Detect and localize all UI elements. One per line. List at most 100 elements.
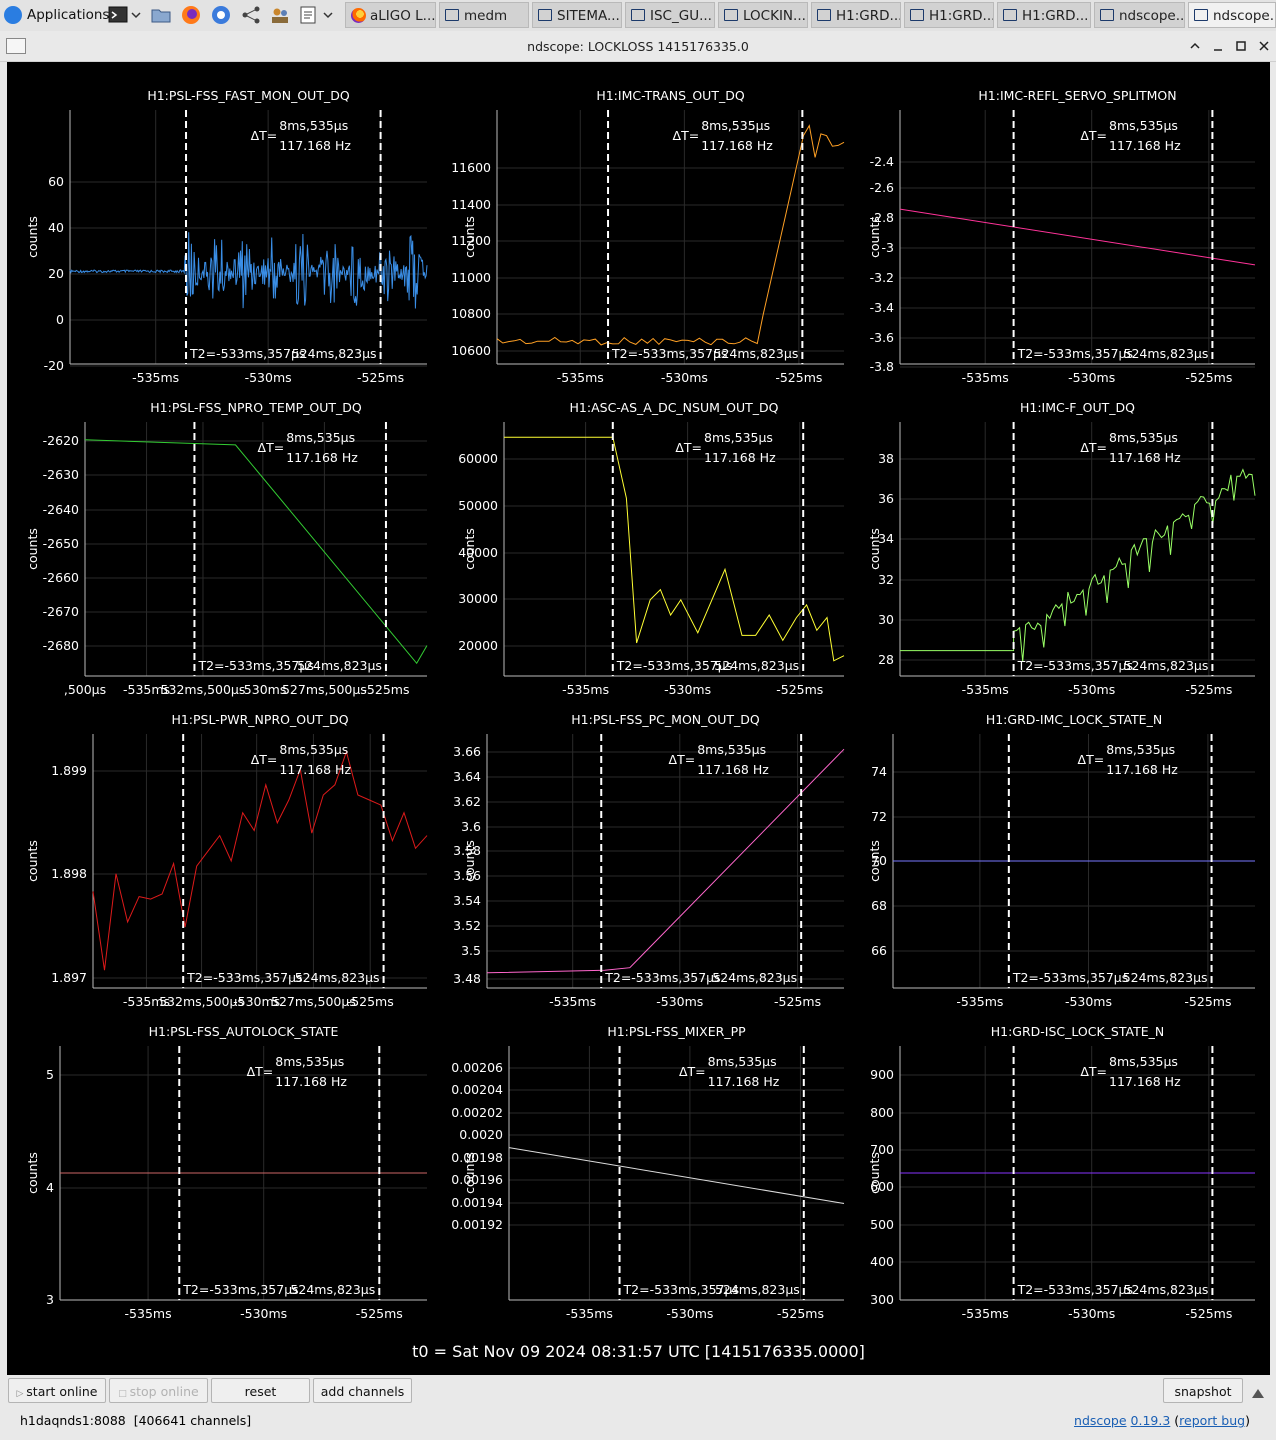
chevron-down-icon[interactable] (130, 5, 142, 25)
task-item[interactable]: H1:GRD... (997, 2, 1091, 28)
share-icon[interactable] (241, 5, 261, 25)
monitor-icon (724, 9, 738, 21)
start-online-button[interactable]: ▷ start online (8, 1378, 106, 1403)
task-item[interactable]: aLIGO L... (345, 2, 436, 28)
y-tick-label: 4 (46, 1180, 54, 1195)
x-tick-label: -525ms (777, 1306, 824, 1321)
plot-area[interactable]: H1:PSL-FSS_FAST_MON_OUT_DQ counts 60 40 20 0 -… (7, 62, 1270, 1375)
y-tick-label: -3.8 (870, 359, 894, 374)
x-tick-label: -535ms (962, 682, 1009, 697)
x-tick-label: -525ms (1185, 1306, 1232, 1321)
x-tick-label: 527ms,500μs (271, 994, 356, 1009)
task-item[interactable]: SITEMA... (532, 2, 622, 28)
y-tick-label: 50000 (458, 498, 498, 513)
x-tick-label: -530ms (240, 1306, 287, 1321)
window-icon (1194, 9, 1208, 21)
ndscope-link[interactable]: ndscope (1074, 1413, 1127, 1428)
report-bug-link[interactable]: report bug (1179, 1413, 1245, 1428)
stop-online-button[interactable]: □ stop online (109, 1378, 208, 1403)
x-tick-label: -535ms (566, 1306, 613, 1321)
folder-icon[interactable] (151, 5, 171, 25)
t2-label: T2=-533ms,357μs (611, 346, 727, 361)
task-item[interactable]: LOCKIN... (718, 2, 808, 28)
status-bar: h1daqnds1:8088 [406641 channels] ndscope… (0, 1406, 1276, 1440)
close-icon[interactable] (1255, 37, 1273, 55)
applications-menu[interactable]: Applications (4, 3, 109, 27)
x-tick-label: -525ms (347, 994, 394, 1009)
y-tick-label: 10600 (451, 343, 491, 358)
task-item[interactable]: H1:GRD... (811, 2, 901, 28)
trace-line (900, 209, 1255, 265)
window-icon (1100, 9, 1114, 21)
task-item[interactable]: H1:GRD... (904, 2, 994, 28)
plot-title: H1:PSL-PWR_NPRO_OUT_DQ (171, 712, 348, 727)
plot-title: H1:ASC-AS_A_DC_NSUM_OUT_DQ (570, 400, 779, 415)
y-tick-label: -3.6 (870, 330, 894, 345)
maximize-icon[interactable] (1232, 37, 1250, 55)
x-tick-label: -530ms (239, 682, 286, 697)
plot-title: H1:PSL-FSS_FAST_MON_OUT_DQ (147, 88, 350, 103)
y-tick-label: 300 (870, 1292, 894, 1307)
y-tick-label: 30 (878, 612, 894, 627)
trace-line (70, 232, 427, 308)
t2-offset-label: 524ms,823μs (297, 658, 382, 673)
task-item[interactable]: ndscope... (1094, 2, 1185, 28)
t2-label: T2=-533ms,357μs (186, 970, 302, 985)
y-tick-label: 70 (871, 853, 887, 868)
delta-t-frequency: 117.168 Hz (704, 450, 776, 465)
snapshot-button[interactable]: snapshot (1163, 1378, 1243, 1403)
task-item-active[interactable]: ndscope... (1188, 2, 1276, 28)
y-tick-label: 3.62 (453, 794, 481, 809)
users-icon[interactable] (270, 5, 290, 25)
t2-offset-label: 524ms,823μs (714, 346, 799, 361)
t2-offset-label: 524ms,823μs (715, 1282, 800, 1297)
delta-t-frequency: 117.168 Hz (1109, 138, 1181, 153)
reset-button[interactable]: reset (211, 1378, 310, 1403)
y-tick-label: 500 (870, 1217, 894, 1232)
trace-line (497, 126, 844, 345)
x-tick-label: -525ms (776, 682, 823, 697)
chevron-down-icon[interactable] (322, 5, 334, 25)
add-channels-button[interactable]: add channels (313, 1378, 412, 1403)
stop-online-label: stop online (130, 1384, 199, 1399)
t2-offset-label: 524ms,823μs (295, 970, 380, 985)
firefox-icon[interactable] (181, 5, 201, 25)
triangle-up-icon[interactable] (1251, 1384, 1265, 1403)
y-axis-label: counts (25, 528, 40, 570)
version-link[interactable]: 0.19.3 (1131, 1413, 1171, 1428)
y-tick-label: -3.4 (870, 300, 894, 315)
task-label: ndscope... (1213, 8, 1276, 24)
delta-t-label: ΔT= (669, 752, 696, 767)
chevron-up-icon[interactable] (1186, 37, 1204, 55)
x-tick-label: -525ms (357, 370, 404, 385)
y-tick-label: -2680 (43, 638, 79, 653)
task-item[interactable]: ISC_GU... (625, 2, 715, 28)
chromium-icon[interactable] (211, 5, 231, 25)
plot-title: H1:PSL-FSS_PC_MON_OUT_DQ (571, 712, 760, 727)
y-tick-label: 68 (871, 898, 887, 913)
y-tick-label: 30000 (458, 591, 498, 606)
x-tick-label: -525ms (1185, 682, 1232, 697)
trace-line (900, 470, 1255, 662)
delta-t-value: 8ms,535μs (279, 118, 348, 133)
delta-t-frequency: 117.168 Hz (279, 762, 351, 777)
x-tick-label: -525ms (1185, 370, 1232, 385)
minimize-icon[interactable] (1209, 37, 1227, 55)
y-tick-label: 3.6 (461, 819, 481, 834)
task-item[interactable]: medm (439, 2, 529, 28)
terminal-icon[interactable] (108, 5, 128, 25)
text-editor-icon[interactable] (299, 5, 319, 25)
